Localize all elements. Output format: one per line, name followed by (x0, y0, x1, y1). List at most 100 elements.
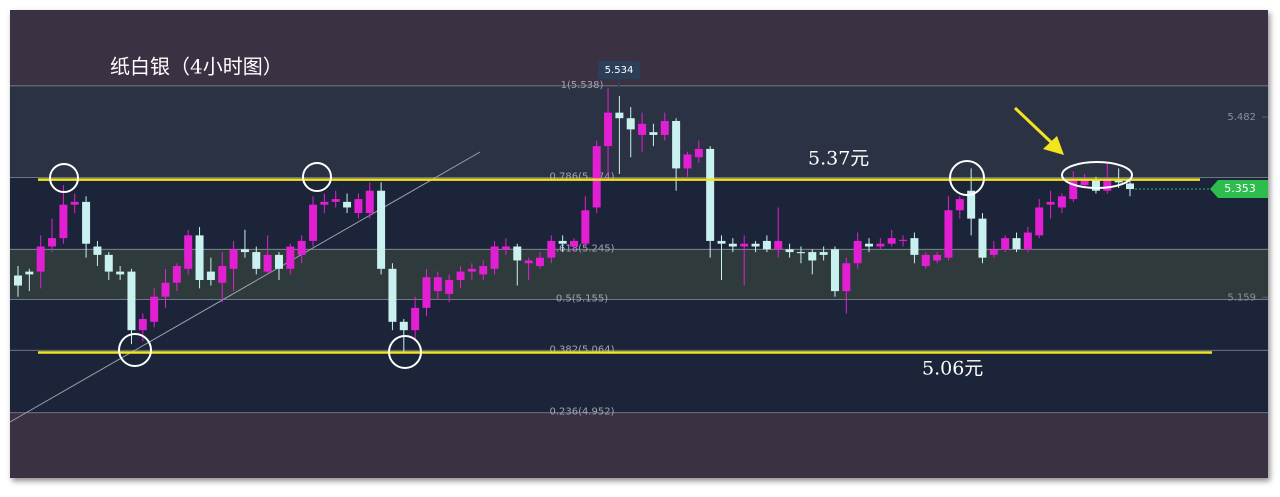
candle-body (411, 307, 420, 331)
candle-body (25, 271, 34, 275)
fib-label: 0.618(5.245) (549, 243, 614, 254)
candle-body (116, 271, 125, 275)
high-label-box (598, 61, 640, 79)
candle-body (252, 252, 261, 269)
zone (10, 412, 1268, 478)
candle-body (48, 238, 57, 247)
candle-body (944, 210, 953, 258)
candle-body (1126, 183, 1134, 190)
candle-body (286, 246, 295, 269)
candle-body (1001, 238, 1010, 250)
candle-body (1080, 179, 1089, 186)
candle-body (456, 271, 465, 280)
arrow-shaft (1013, 106, 1055, 146)
last-price-tag (1210, 180, 1268, 199)
zone (10, 177, 1268, 250)
candle-body (1012, 238, 1021, 250)
y-tick-label: 5.159 (1227, 292, 1256, 303)
candle-body (320, 201, 329, 205)
candle-body (751, 243, 760, 247)
candle-body (399, 321, 408, 331)
fib-label: 1(5.538) (561, 80, 604, 91)
candle-body (899, 239, 908, 241)
candle-body (93, 246, 102, 255)
fib-label: 0.786(5.374) (549, 171, 614, 182)
candle-body (887, 238, 896, 244)
candle-body (161, 282, 170, 297)
candle-body (683, 154, 692, 169)
candle-body (706, 148, 715, 241)
candle-body (1103, 179, 1112, 191)
candle-body (1057, 196, 1066, 208)
candle-body (138, 319, 147, 331)
candle-body (388, 268, 397, 322)
candle-body (865, 243, 874, 247)
candle-body (819, 252, 828, 255)
zone (10, 299, 1268, 351)
candle-body (876, 243, 885, 247)
candle-body (206, 271, 215, 280)
candle-body (740, 243, 749, 247)
candle-body (229, 249, 238, 269)
arrow-head (1043, 136, 1064, 155)
candle-body (297, 240, 306, 255)
candle-body (649, 132, 658, 135)
zone (10, 350, 1268, 413)
candle-body (524, 260, 533, 264)
y-tick-label: 5.482 (1227, 112, 1256, 123)
candle-body (422, 277, 431, 308)
candle-body (104, 254, 113, 272)
candle-body (774, 240, 783, 250)
candle-body (195, 235, 204, 280)
candle-body (445, 279, 454, 294)
candle-body (490, 246, 499, 269)
candle-body (1035, 207, 1044, 236)
support-label: 5.37元 (808, 148, 869, 170)
candle-body (1069, 179, 1078, 200)
last-price: 5.353 (1224, 182, 1256, 195)
candle-body (377, 190, 386, 269)
candle-body (808, 252, 817, 261)
circle (302, 162, 332, 192)
candle-body (127, 271, 136, 331)
candle-body (830, 249, 839, 292)
candle-body (82, 201, 91, 244)
candle-body (535, 257, 544, 267)
candle-body (331, 199, 340, 202)
circle (949, 160, 985, 196)
candle-body (592, 146, 601, 208)
candle-body (728, 243, 737, 247)
candle-body (479, 266, 488, 275)
candle-body (955, 199, 964, 211)
candle-body (785, 249, 794, 253)
candle-body (354, 199, 363, 214)
candle-body (263, 254, 272, 272)
circle (388, 335, 422, 369)
candle-body (218, 266, 227, 283)
candle-body (933, 254, 942, 261)
candle-body (184, 235, 193, 269)
candle-body (762, 240, 771, 250)
fib-label: 0.236(4.952) (549, 407, 614, 418)
candle-body (615, 112, 624, 119)
candle-body (581, 210, 590, 244)
candle-body (501, 246, 510, 250)
circle (118, 333, 152, 367)
candle-body (172, 266, 181, 283)
candle-body (365, 190, 374, 214)
candle-body (672, 121, 681, 169)
candle-body (309, 204, 318, 241)
candle-body (433, 277, 442, 292)
candle-body (547, 240, 556, 258)
candle-body (978, 218, 987, 258)
chart-title: 纸白银（4小时图） (110, 55, 283, 79)
candle-body (989, 249, 998, 255)
candle-body (36, 246, 45, 272)
candle-body (1091, 179, 1100, 191)
candle-body (842, 263, 851, 292)
ellipse (1061, 161, 1133, 189)
candle-body (1046, 201, 1055, 205)
candle-body (853, 240, 862, 264)
annotation-circles (49, 160, 1133, 369)
